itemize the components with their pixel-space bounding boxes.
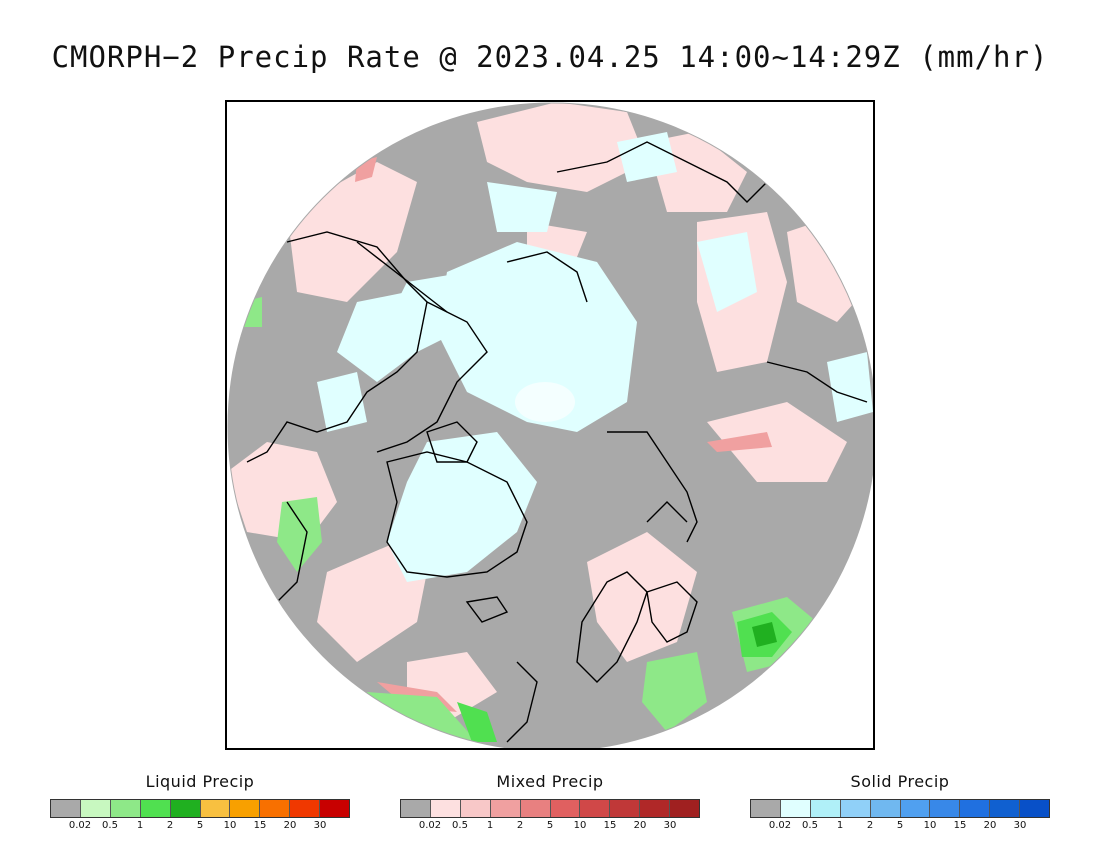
solid-precip-light-areas (317, 132, 873, 582)
legend-swatch (260, 800, 291, 817)
legend-tick-label: 0.5 (102, 820, 118, 831)
legend-tick-label: 10 (573, 820, 587, 831)
legend-swatch (930, 800, 961, 817)
legend-tick-label: 30 (663, 820, 677, 831)
legend-swatch (320, 800, 350, 817)
legend-tick-label: 20 (283, 820, 297, 831)
legend-swatch (900, 800, 931, 817)
legend-liquid-precip: Liquid Precip 0.02 0.5 1 2 5 10 15 20 30 (50, 770, 350, 840)
legend-liquid-title: Liquid Precip (145, 772, 255, 791)
legend-swatch (110, 800, 141, 817)
legend-swatch (401, 800, 431, 817)
legend-swatch (810, 800, 841, 817)
coastlines (246, 141, 868, 743)
legend-tick-label: 0.02 (418, 820, 442, 831)
legend-swatch (200, 800, 231, 817)
map-title: CMORPH−2 Precip Rate @ 2023.04.25 14:00~… (51, 40, 1049, 74)
legend-tick-label: 15 (953, 820, 967, 831)
polar-precip-map (227, 102, 873, 748)
legend-swatch (490, 800, 521, 817)
legend-swatch (751, 800, 781, 817)
legend-swatch (960, 800, 991, 817)
legend-tick-label: 0.02 (68, 820, 92, 831)
legend-liquid-swatches (50, 799, 350, 818)
legend-swatch (580, 800, 611, 817)
legend-mixed-swatches (400, 799, 700, 818)
legend-swatch (520, 800, 551, 817)
legend-tick-label: 0.5 (452, 820, 468, 831)
legend-mixed-precip: Mixed Precip 0.02 0.5 1 2 5 10 15 20 30 (400, 770, 700, 840)
legend-tick-label: 2 (166, 820, 174, 831)
legend-solid-ticks: 0.02 0.5 1 2 5 10 15 20 30 (750, 820, 1050, 836)
legend-tick-label: 2 (866, 820, 874, 831)
liquid-precip-heavy-areas (752, 622, 777, 647)
legend-swatch (290, 800, 321, 817)
legend-swatch (640, 800, 671, 817)
legend-tick-label: 15 (603, 820, 617, 831)
legend-tick-label: 5 (196, 820, 204, 831)
north-pole-gap (515, 382, 575, 422)
legend-tick-label: 10 (223, 820, 237, 831)
legend-tick-label: 1 (836, 820, 844, 831)
polar-map-frame (225, 100, 875, 750)
legend-swatch (170, 800, 201, 817)
legend-liquid-ticks: 0.02 0.5 1 2 5 10 15 20 30 (50, 820, 350, 836)
legend-tick-label: 15 (253, 820, 267, 831)
legend-tick-label: 10 (923, 820, 937, 831)
legend-swatch (230, 800, 261, 817)
map-disk-edge (227, 102, 873, 748)
legend-solid-swatches (750, 799, 1050, 818)
legend-swatch (550, 800, 581, 817)
legend-swatch (51, 800, 81, 817)
legend-tick-label: 20 (633, 820, 647, 831)
legend-swatch (610, 800, 641, 817)
legend-swatch (990, 800, 1021, 817)
legend-tick-label: 1 (136, 820, 144, 831)
legend-swatch (460, 800, 491, 817)
legend-tick-label: 30 (313, 820, 327, 831)
legend-mixed-ticks: 0.02 0.5 1 2 5 10 15 20 30 (400, 820, 700, 836)
legend-swatch (670, 800, 700, 817)
legend-tick-label: 5 (896, 820, 904, 831)
legend-solid-precip: Solid Precip 0.02 0.5 1 2 5 10 15 20 30 (750, 770, 1050, 840)
legend-swatch (430, 800, 461, 817)
legend-tick-label: 20 (983, 820, 997, 831)
legend-tick-label: 30 (1013, 820, 1027, 831)
legend-swatch (80, 800, 111, 817)
legend-mixed-title: Mixed Precip (496, 772, 604, 791)
legend-swatch (870, 800, 901, 817)
legend-tick-label: 1 (486, 820, 494, 831)
legend-swatch (140, 800, 171, 817)
legend-tick-label: 2 (516, 820, 524, 831)
legend-solid-title: Solid Precip (850, 772, 950, 791)
legend-tick-label: 0.02 (768, 820, 792, 831)
legend-tick-label: 5 (546, 820, 554, 831)
legend-swatch (840, 800, 871, 817)
legend-swatch (780, 800, 811, 817)
legend-tick-label: 0.5 (802, 820, 818, 831)
legend-swatch (1020, 800, 1050, 817)
